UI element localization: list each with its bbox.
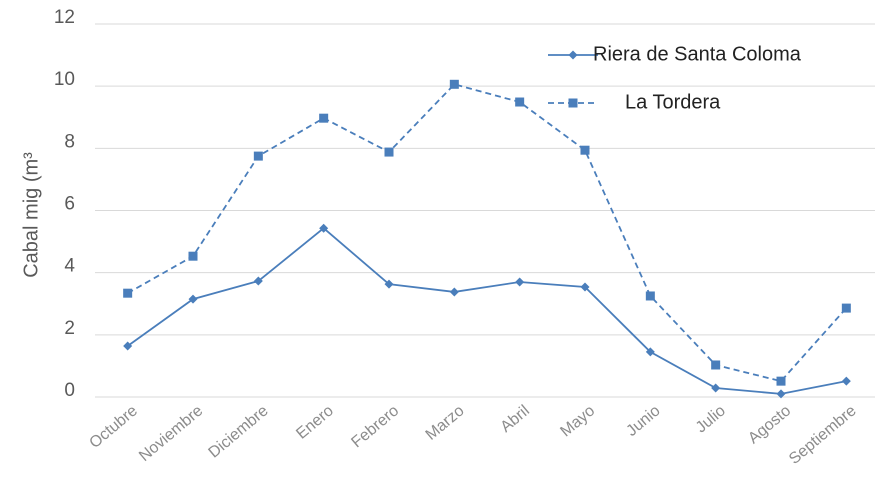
- legend-label: La Tordera: [625, 91, 721, 113]
- marker: [188, 294, 198, 304]
- marker: [841, 376, 851, 386]
- marker: [123, 341, 133, 351]
- y-tick-label: 10: [54, 69, 75, 90]
- x-tick-label: Febrero: [348, 402, 402, 451]
- marker: [645, 347, 655, 357]
- y-axis-label: Cabal mig (m³: [20, 152, 42, 278]
- legend-label: Riera de Santa Coloma: [593, 43, 802, 65]
- marker: [568, 50, 578, 60]
- y-tick-label: 6: [64, 194, 75, 215]
- marker: [319, 223, 329, 233]
- marker: [841, 303, 851, 313]
- x-tick-label: Junio: [623, 402, 663, 440]
- x-tick-label: Mayo: [557, 402, 598, 440]
- series-line: [127, 83, 848, 383]
- marker: [515, 277, 525, 287]
- x-tick-label: Agosto: [745, 402, 794, 447]
- x-tick-label: Diciembre: [206, 402, 272, 461]
- marker: [253, 151, 263, 161]
- marker: [253, 276, 263, 286]
- marker: [711, 360, 721, 370]
- x-tick-label: Julio: [693, 402, 729, 436]
- x-tick-label: Marzo: [423, 402, 468, 444]
- marker: [776, 389, 786, 399]
- marker: [580, 282, 590, 292]
- marker: [449, 79, 459, 89]
- marker: [645, 291, 655, 301]
- y-tick-label: 8: [64, 131, 75, 152]
- x-tick-label: Septiembre: [786, 402, 860, 468]
- marker: [776, 376, 786, 386]
- y-tick-label: 0: [64, 380, 75, 401]
- marker: [711, 383, 721, 393]
- x-tick-label: Noviembre: [136, 402, 206, 465]
- marker: [319, 113, 329, 123]
- y-tick-label: 2: [64, 318, 75, 339]
- x-tick-label: Abril: [497, 402, 532, 436]
- y-tick-label: 4: [64, 256, 75, 277]
- marker: [384, 279, 394, 289]
- x-tick-label: Enero: [293, 402, 337, 443]
- marker: [580, 145, 590, 155]
- marker: [449, 287, 459, 297]
- y-tick-label: 12: [54, 7, 75, 28]
- marker: [515, 97, 525, 107]
- marker: [123, 288, 133, 298]
- marker: [384, 147, 394, 157]
- x-tick-label: Octubre: [86, 402, 141, 452]
- marker: [568, 98, 578, 108]
- marker: [188, 251, 198, 261]
- series-line: [127, 227, 847, 395]
